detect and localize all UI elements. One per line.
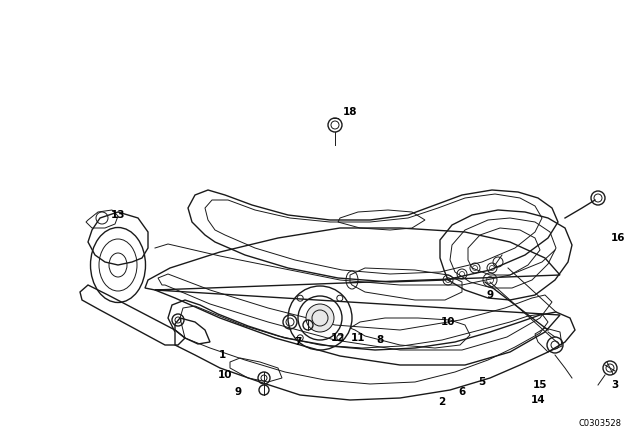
Text: 2: 2 <box>438 397 445 407</box>
Text: 13: 13 <box>111 210 125 220</box>
Text: 12: 12 <box>331 333 345 343</box>
Text: 14: 14 <box>531 395 545 405</box>
Text: 6: 6 <box>458 387 466 397</box>
Circle shape <box>306 304 334 332</box>
Text: 15: 15 <box>532 380 547 390</box>
Text: 9: 9 <box>234 387 241 397</box>
Text: 18: 18 <box>343 107 357 117</box>
Text: 16: 16 <box>611 233 625 243</box>
Text: 10: 10 <box>218 370 232 380</box>
Text: 10: 10 <box>441 317 455 327</box>
Text: 11: 11 <box>351 333 365 343</box>
Text: 5: 5 <box>478 377 486 387</box>
Text: 8: 8 <box>376 335 383 345</box>
Text: C0303528: C0303528 <box>579 418 621 427</box>
Text: 9: 9 <box>486 290 493 300</box>
Text: 7: 7 <box>294 337 301 347</box>
Text: 1: 1 <box>218 350 226 360</box>
Text: 3: 3 <box>611 380 619 390</box>
